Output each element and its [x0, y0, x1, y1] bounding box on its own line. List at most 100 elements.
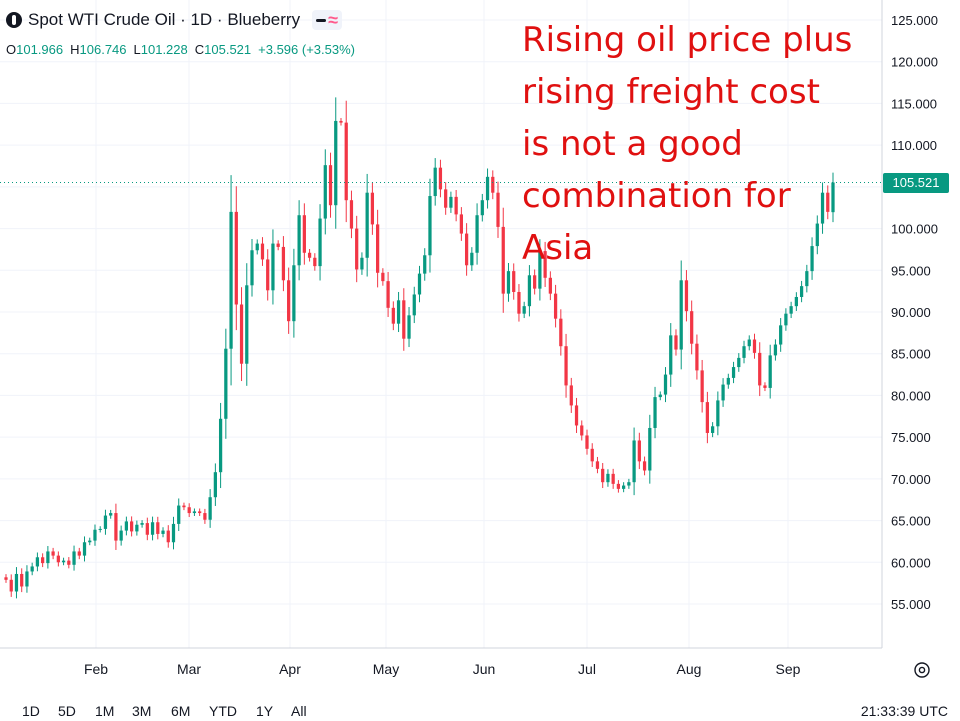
range-5d-button[interactable]: 5D [58, 703, 76, 719]
bottom-toolbar: 1D 5D 1M 3M 6M YTD 1Y All 21:33:39 UTC [0, 703, 960, 721]
candle-body [281, 246, 286, 281]
ohlc-high: H106.746 [70, 42, 127, 57]
candle [784, 308, 788, 331]
x-tick-label: May [373, 661, 399, 677]
candle-body [632, 440, 636, 483]
range-1y-button[interactable]: 1Y [256, 703, 274, 719]
axis-lines [0, 0, 883, 649]
tradingview-logo-icon [6, 12, 22, 28]
candle [690, 300, 694, 355]
chart-header: Spot WTI Crude Oil · 1D · Blueberry ≈ [6, 10, 342, 30]
candle [177, 498, 181, 531]
candle [365, 173, 369, 277]
candle-body [737, 357, 741, 368]
y-tick-label: 95.000 [891, 263, 931, 278]
y-tick-label: 65.000 [891, 514, 931, 529]
candle [276, 240, 280, 251]
y-tick-label: 70.000 [891, 472, 931, 487]
candle-body [239, 304, 244, 364]
minus-icon[interactable] [316, 18, 327, 22]
candle [585, 429, 589, 455]
candle-body [203, 513, 207, 520]
candle-body [700, 370, 704, 403]
settings-gear-icon[interactable] [912, 660, 932, 680]
candle [161, 527, 165, 538]
candle-body [119, 530, 123, 541]
utc-clock[interactable]: 21:33:39 UTC [860, 703, 948, 719]
candle [616, 480, 621, 493]
candle-body [726, 377, 730, 385]
candle-body [658, 394, 662, 398]
candle-body [20, 573, 24, 587]
range-1d-button[interactable]: 1D [22, 703, 40, 719]
candle [328, 152, 333, 218]
candle-body [794, 296, 798, 307]
candle-body [423, 255, 427, 274]
y-tick-label: 60.000 [891, 555, 931, 570]
candle-body [349, 200, 354, 229]
candle [826, 185, 830, 220]
range-all-button[interactable]: All [291, 703, 307, 719]
candle-body [124, 521, 129, 531]
candle [145, 517, 149, 541]
candle-body [328, 165, 333, 206]
candle [234, 186, 238, 331]
candle-body [480, 200, 484, 216]
indicator-toggle[interactable]: ≈ [312, 10, 342, 30]
candle-body [491, 176, 495, 193]
candle-body [601, 468, 605, 483]
candle-body [381, 272, 385, 282]
ohlc-change: +3.596 (+3.53%) [258, 42, 355, 57]
candle [119, 525, 123, 546]
candle-body [580, 425, 584, 436]
candle-body [475, 215, 479, 253]
candle [135, 520, 139, 536]
candle-body [339, 120, 343, 123]
candle [156, 516, 160, 540]
candle-body [161, 530, 165, 534]
candle [376, 209, 380, 288]
candle [721, 378, 725, 407]
candle-body [553, 293, 558, 319]
range-3m-button[interactable]: 3M [132, 703, 152, 719]
wave-icon[interactable]: ≈ [328, 10, 338, 30]
candle [559, 309, 563, 356]
candle [407, 306, 411, 348]
candle [669, 323, 673, 387]
x-tick-label: Feb [84, 661, 108, 677]
candle-body [695, 343, 699, 371]
candle [433, 158, 437, 206]
candle [192, 508, 197, 516]
candle-body [773, 344, 778, 356]
candle [412, 286, 416, 324]
candle [82, 536, 87, 562]
candle [250, 239, 254, 297]
candle [72, 545, 76, 571]
candle [601, 463, 605, 489]
candle [287, 267, 291, 334]
range-6m-button[interactable]: 6M [171, 703, 191, 719]
symbol-title[interactable]: Spot WTI Crude Oil · 1D · Blueberry [28, 10, 301, 29]
candle [522, 301, 526, 319]
candle [318, 204, 322, 281]
candle-body [527, 275, 532, 307]
candle [417, 265, 422, 303]
candle [423, 248, 427, 281]
range-ytd-button[interactable]: YTD [209, 703, 237, 719]
candle-body [585, 435, 589, 449]
candle-body [543, 251, 547, 278]
candle [77, 547, 81, 560]
candle [580, 420, 584, 441]
candle [543, 241, 547, 287]
range-1m-button[interactable]: 1M [95, 703, 115, 719]
annotation-text: Rising oil price plus rising freight cos… [522, 20, 853, 268]
candle-body [334, 120, 338, 206]
candle-body [648, 427, 652, 471]
candle [203, 508, 207, 524]
ohlc-values: O101.966 H106.746 L101.228 C105.521 +3.5… [6, 42, 355, 57]
candle [501, 207, 505, 313]
candle [187, 503, 191, 518]
candle-body [386, 281, 390, 308]
